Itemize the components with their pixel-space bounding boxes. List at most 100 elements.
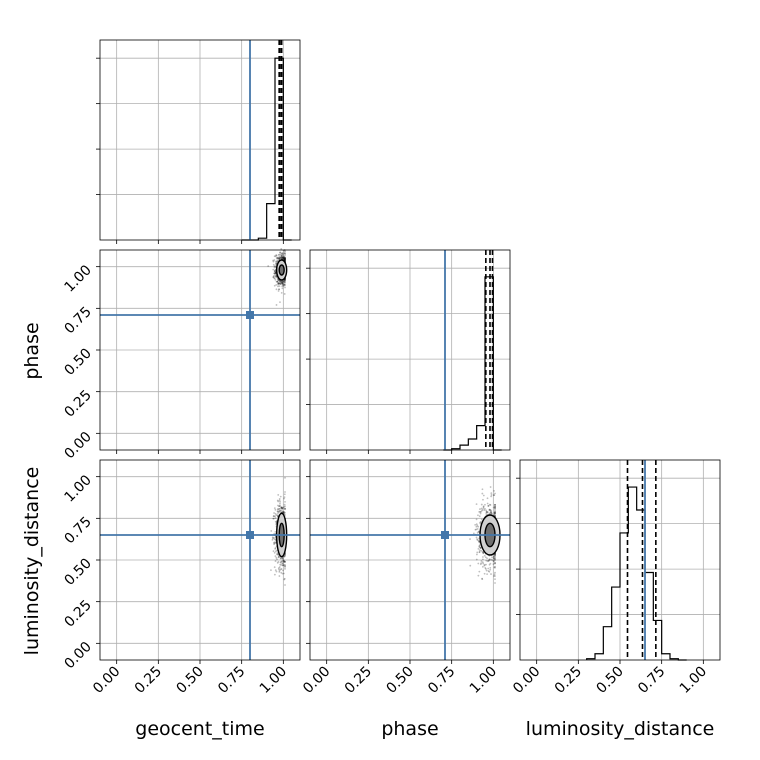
sample-point <box>281 285 284 288</box>
sample-point <box>283 563 286 566</box>
sample-point <box>284 252 286 255</box>
sample-point <box>494 556 496 559</box>
sample-point <box>277 256 280 259</box>
sample-point <box>276 499 279 502</box>
sample-point <box>283 281 286 283</box>
y-axis-label-phase: phase <box>21 322 43 379</box>
sample-point <box>494 558 496 561</box>
sample-point <box>274 275 277 278</box>
sample-point <box>490 495 493 498</box>
sample-point <box>278 497 281 500</box>
sample-point <box>490 558 493 561</box>
sample-point <box>284 584 286 586</box>
sample-point <box>475 525 478 528</box>
sample-point <box>284 257 286 260</box>
sample-point <box>480 509 483 512</box>
sample-point <box>280 254 283 257</box>
sample-point <box>276 260 279 262</box>
sample-point <box>494 565 496 568</box>
truth-marker <box>246 531 254 539</box>
sample-point <box>284 476 286 479</box>
sample-point <box>278 282 281 285</box>
sample-point <box>283 559 285 562</box>
sample-point <box>278 570 281 573</box>
sample-point <box>481 492 484 495</box>
sample-point <box>494 514 496 517</box>
sample-point <box>274 512 277 515</box>
sample-point <box>283 283 285 286</box>
x-tick-label: 1.00 <box>677 664 710 697</box>
sample-point <box>490 511 493 514</box>
sample-point <box>475 536 478 539</box>
sample-point <box>284 257 286 259</box>
sample-point <box>481 488 484 491</box>
sample-point <box>276 510 279 513</box>
sample-point <box>479 547 482 549</box>
sample-point <box>482 556 484 558</box>
sample-point <box>481 565 484 568</box>
sample-point <box>276 514 279 517</box>
sample-point <box>277 282 280 284</box>
sample-point <box>282 559 285 562</box>
sample-point <box>494 503 496 506</box>
sample-point <box>481 558 484 561</box>
sample-point <box>282 560 285 563</box>
sample-point <box>274 531 277 533</box>
sample-point <box>276 280 279 283</box>
sample-point <box>279 507 281 510</box>
sample-point <box>280 256 283 259</box>
sample-point <box>279 495 282 498</box>
sample-point <box>480 518 483 521</box>
sample-point <box>476 538 479 541</box>
sample-point <box>493 511 496 514</box>
sample-point <box>483 509 486 512</box>
x-tick-label: 0.50 <box>593 664 626 697</box>
sample-point <box>480 503 483 506</box>
sample-point <box>280 507 283 510</box>
sample-point <box>280 282 282 285</box>
sample-point <box>282 564 285 566</box>
sample-point <box>276 260 279 263</box>
sample-point <box>272 517 275 520</box>
sample-point <box>274 550 277 553</box>
sample-point <box>478 510 481 513</box>
sample-point <box>280 253 282 256</box>
sample-point <box>274 569 277 572</box>
sample-point <box>283 497 286 500</box>
sample-point <box>272 259 274 262</box>
sample-point <box>278 288 280 291</box>
sample-point <box>280 509 283 512</box>
sample-point <box>273 284 276 287</box>
sample-point <box>274 520 277 523</box>
sample-point <box>480 562 483 565</box>
x-tick-label: 0.75 <box>635 664 668 697</box>
sample-point <box>282 572 285 575</box>
sample-point <box>274 515 276 518</box>
sample-point <box>277 282 280 285</box>
sample-point <box>488 508 491 511</box>
y-tick-label: 0.50 <box>61 346 94 379</box>
sample-point <box>272 550 275 553</box>
sample-point <box>280 255 283 257</box>
sample-point <box>491 559 494 562</box>
sample-point <box>272 537 275 539</box>
sample-point <box>272 260 275 263</box>
sample-point <box>494 512 496 514</box>
sample-point <box>481 551 484 553</box>
sample-point <box>282 280 285 283</box>
sample-point <box>275 275 277 278</box>
sample-point <box>282 284 284 287</box>
sample-point <box>283 577 286 580</box>
sample-point <box>273 573 276 576</box>
sample-point <box>479 511 482 513</box>
sample-point <box>488 508 491 511</box>
sample-point <box>491 512 493 515</box>
y-tick-label: 1.00 <box>61 472 94 505</box>
sample-point <box>282 564 284 567</box>
sample-point <box>276 508 279 511</box>
sample-point <box>488 509 491 512</box>
sample-point <box>279 257 282 260</box>
sample-point <box>274 537 277 539</box>
sample-point <box>276 553 278 555</box>
sample-point <box>280 571 283 574</box>
